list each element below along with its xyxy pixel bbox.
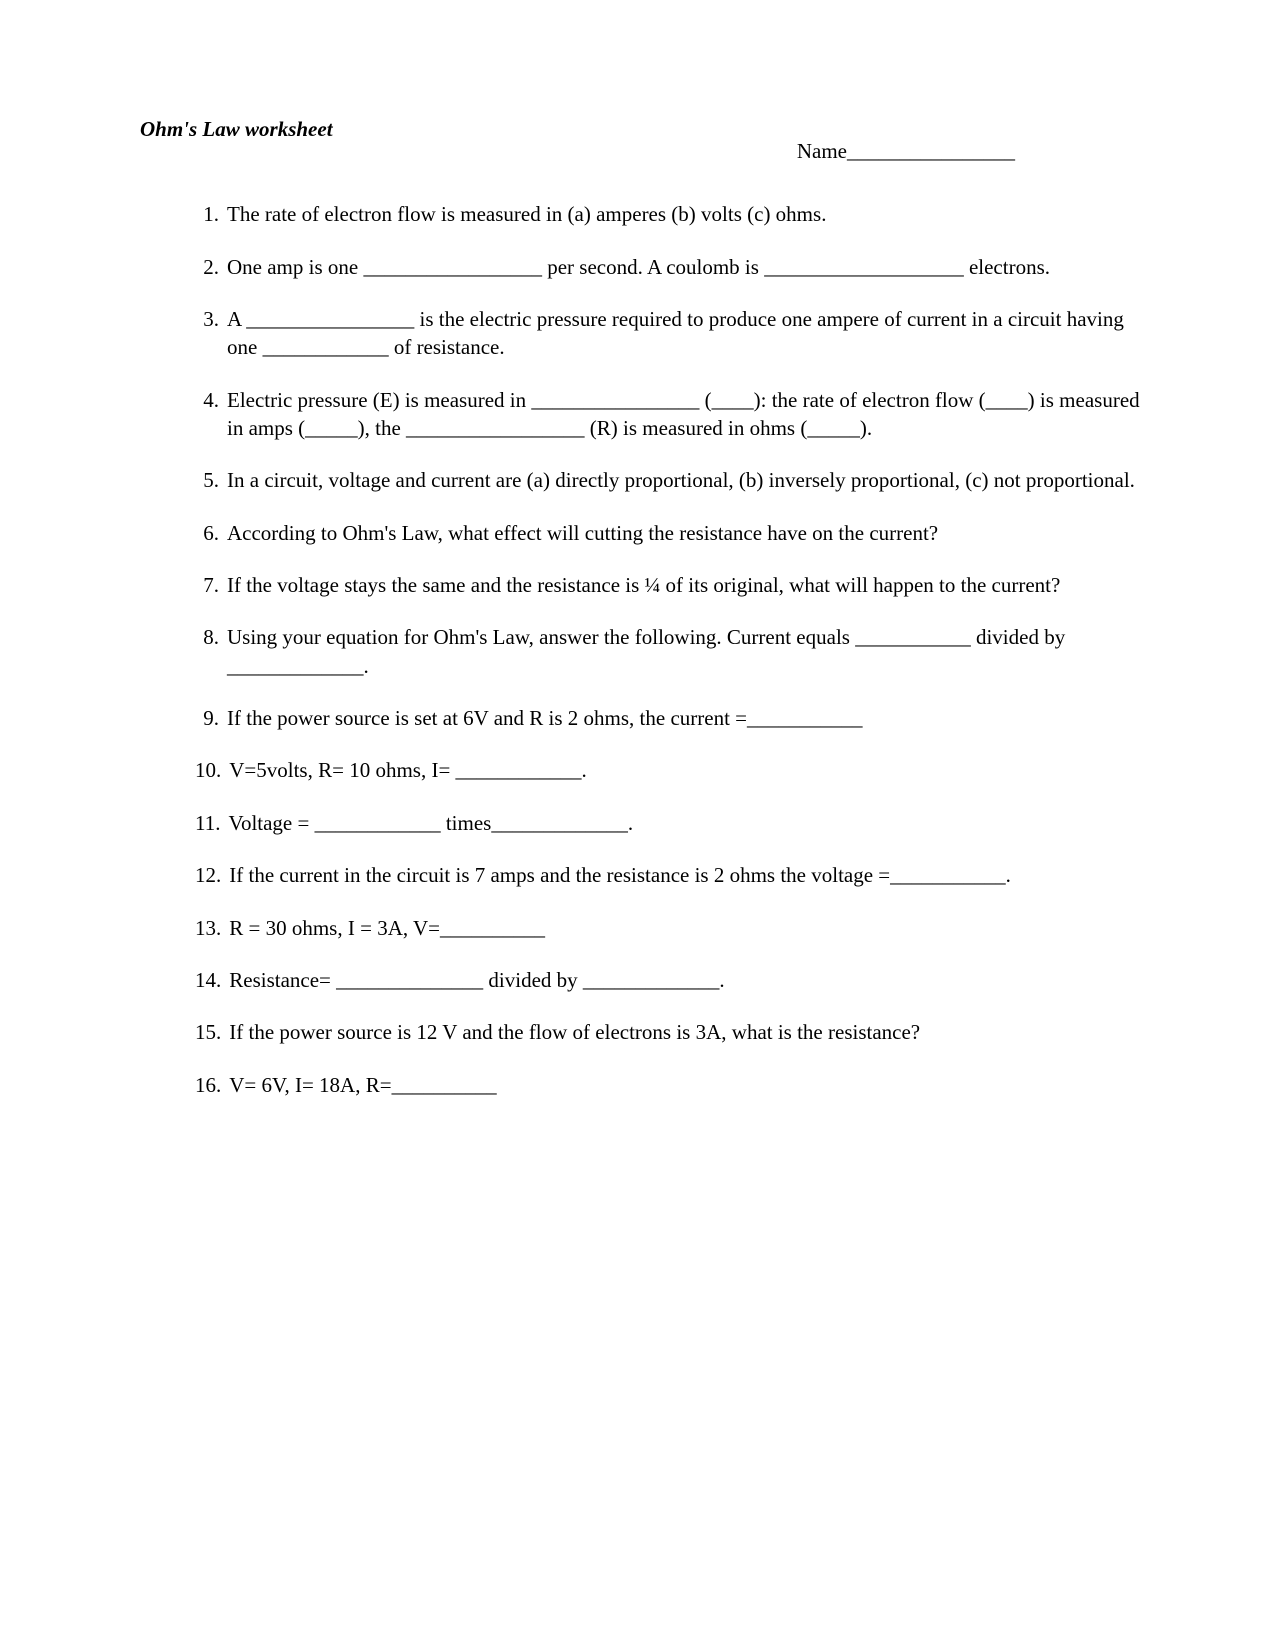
question-number: 5.: [195, 466, 227, 494]
question-text: If the current in the circuit is 7 amps …: [229, 861, 1145, 889]
question-number: 11.: [195, 809, 228, 837]
question-text: V= 6V, I= 18A, R=__________: [229, 1071, 1145, 1099]
question-text: Voltage = ____________ times____________…: [228, 809, 1145, 837]
question-number: 8.: [195, 623, 227, 680]
question-text: The rate of electron flow is measured in…: [227, 200, 1145, 228]
question-item: 8. Using your equation for Ohm's Law, an…: [195, 623, 1145, 680]
question-number: 13.: [195, 914, 229, 942]
name-field[interactable]: Name________________: [797, 137, 1145, 165]
question-item: 15. If the power source is 12 V and the …: [195, 1018, 1145, 1046]
question-item: 11. Voltage = ____________ times________…: [195, 809, 1145, 837]
question-number: 10.: [195, 756, 229, 784]
question-text: R = 30 ohms, I = 3A, V=__________: [229, 914, 1145, 942]
question-number: 6.: [195, 519, 227, 547]
question-number: 9.: [195, 704, 227, 732]
question-item: 6. According to Ohm's Law, what effect w…: [195, 519, 1145, 547]
question-text: One amp is one _________________ per sec…: [227, 253, 1145, 281]
question-number: 16.: [195, 1071, 229, 1099]
worksheet-title: Ohm's Law worksheet: [140, 115, 333, 143]
question-item: 10. V=5volts, R= 10 ohms, I= ___________…: [195, 756, 1145, 784]
question-item: 1. The rate of electron flow is measured…: [195, 200, 1145, 228]
question-text: In a circuit, voltage and current are (a…: [227, 466, 1145, 494]
question-item: 16. V= 6V, I= 18A, R=__________: [195, 1071, 1145, 1099]
question-number: 2.: [195, 253, 227, 281]
question-text: Resistance= ______________ divided by __…: [229, 966, 1145, 994]
question-text: If the power source is 12 V and the flow…: [229, 1018, 1145, 1046]
question-item: 5. In a circuit, voltage and current are…: [195, 466, 1145, 494]
question-text: If the power source is set at 6V and R i…: [227, 704, 1145, 732]
question-number: 12.: [195, 861, 229, 889]
question-text: Electric pressure (E) is measured in ___…: [227, 386, 1145, 443]
question-item: 2. One amp is one _________________ per …: [195, 253, 1145, 281]
question-text: V=5volts, R= 10 ohms, I= ____________.: [229, 756, 1145, 784]
question-text: According to Ohm's Law, what effect will…: [227, 519, 1145, 547]
question-number: 3.: [195, 305, 227, 362]
question-number: 4.: [195, 386, 227, 443]
header: Ohm's Law worksheet Name________________: [140, 115, 1145, 165]
question-item: 12. If the current in the circuit is 7 a…: [195, 861, 1145, 889]
question-number: 1.: [195, 200, 227, 228]
question-number: 14.: [195, 966, 229, 994]
question-item: 9. If the power source is set at 6V and …: [195, 704, 1145, 732]
questions-list: 1. The rate of electron flow is measured…: [140, 200, 1145, 1099]
question-text: If the voltage stays the same and the re…: [227, 571, 1145, 599]
question-item: 4. Electric pressure (E) is measured in …: [195, 386, 1145, 443]
question-number: 15.: [195, 1018, 229, 1046]
question-item: 3. A ________________ is the electric pr…: [195, 305, 1145, 362]
question-text: Using your equation for Ohm's Law, answe…: [227, 623, 1145, 680]
question-item: 13. R = 30 ohms, I = 3A, V=__________: [195, 914, 1145, 942]
question-text: A ________________ is the electric press…: [227, 305, 1145, 362]
question-item: 14. Resistance= ______________ divided b…: [195, 966, 1145, 994]
question-item: 7. If the voltage stays the same and the…: [195, 571, 1145, 599]
question-number: 7.: [195, 571, 227, 599]
